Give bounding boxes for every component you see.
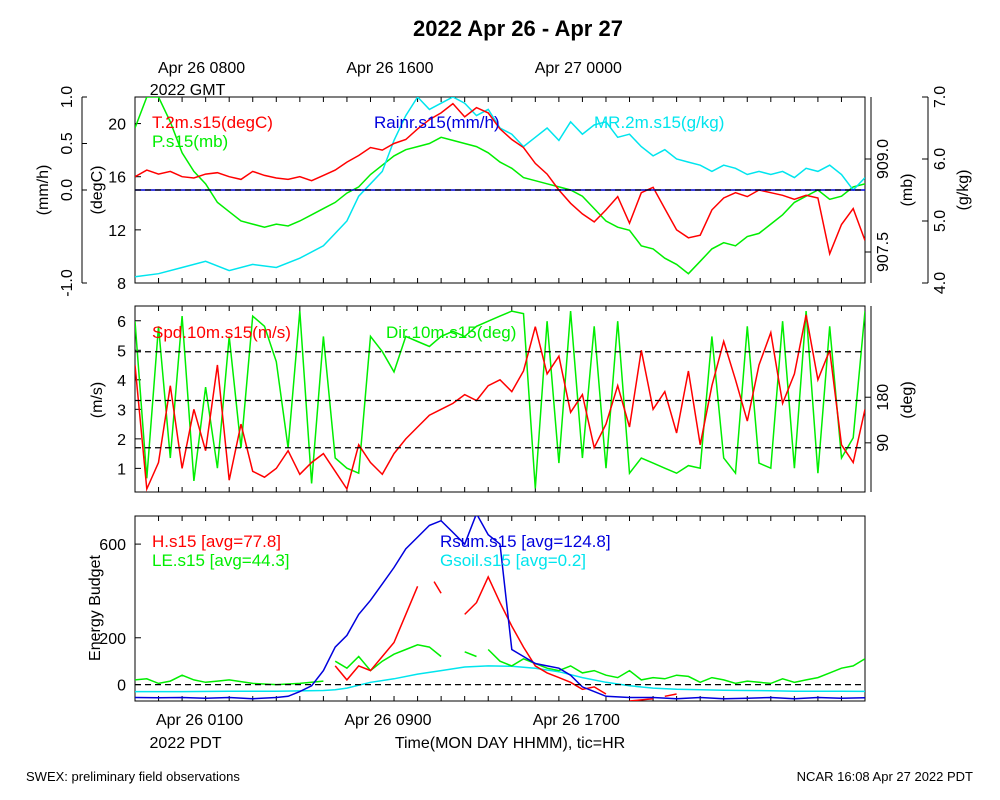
mr-tick-label: 6.0 [932, 148, 949, 170]
pressure-tick-label: 909.0 [875, 139, 892, 179]
rain-tick-label: 0.0 [59, 179, 76, 201]
temp-axis-label: (degC) [89, 166, 106, 215]
series-line-0 [135, 102, 865, 257]
legend-label: Gsoil.s15 [avg=0.2] [440, 551, 586, 570]
series-line-1 [135, 516, 865, 700]
mr-tick-label: 7.0 [932, 86, 949, 108]
temp-tick-label: 20 [108, 117, 126, 134]
chart-title: 2022 Apr 26 - Apr 27 [413, 16, 623, 41]
top-time-label: Apr 26 0800 [158, 60, 245, 77]
legend-label: Rsum.s15 [avg=124.8] [440, 532, 611, 551]
legend-label: LE.s15 [avg=44.3] [152, 551, 290, 570]
series-line-3 [135, 97, 865, 275]
energy-tick-label: 200 [99, 631, 126, 648]
mr-tick-label: 5.0 [932, 210, 949, 232]
legend-label: Rainr.s15(mm/h) [374, 113, 500, 132]
top-time-label-sub: 2022 GMT [150, 82, 226, 99]
series-line-3 [135, 665, 865, 693]
speed-tick-label: 3 [117, 402, 126, 419]
legend-label: H.s15 [avg=77.8] [152, 532, 281, 551]
x-axis-label: Time(MON DAY HHMM), tic=HR [395, 735, 625, 752]
wind-panel: 1 2 3 4 5 6 (m/s) 90 180 (deg) Spd.10m.s15(m/s) Dir… [89, 305, 916, 493]
series-line-2 [135, 644, 865, 686]
panel3-series [135, 516, 865, 701]
top-time-label: Apr 27 0000 [535, 60, 622, 77]
series-line-0 [135, 314, 865, 492]
meteorology-panel: -1.0 0.0 0.5 1.0 (mm/h) 8 12 16 20 (degC) 907.5 909… [35, 60, 972, 297]
pressure-tick-label: 907.5 [875, 232, 892, 272]
series-line-0 [334, 575, 677, 701]
panel2-series [135, 310, 865, 492]
panel3-frame [134, 515, 866, 702]
footer-right: NCAR 16:08 Apr 27 2022 PDT [797, 769, 973, 784]
energy-axis-label: Energy Budget [87, 555, 104, 661]
rain-tick-label: 1.0 [59, 86, 76, 108]
panel2-frame [134, 305, 866, 493]
legend-label: Spd.10m.s15(m/s) [152, 323, 291, 342]
rain-tick-label: -1.0 [59, 269, 76, 297]
mr-tick-label: 4.0 [932, 272, 949, 294]
direction-tick-label: 90 [875, 434, 892, 452]
rain-axis-label: (mm/h) [35, 165, 52, 216]
speed-axis-label: (m/s) [89, 382, 106, 418]
legend-label: MR.2m.s15(g/kg) [594, 113, 724, 132]
footer-left: SWEX: preliminary field observations [26, 769, 240, 784]
speed-tick-label: 2 [117, 432, 126, 449]
speed-tick-label: 5 [117, 343, 126, 360]
speed-tick-label: 1 [117, 461, 126, 478]
bottom-time-label: Apr 26 0900 [344, 712, 431, 729]
legend-label: P.s15(mb) [152, 132, 228, 151]
mr-axis-label: (g/kg) [955, 170, 972, 211]
bottom-time-label: Apr 26 1700 [533, 712, 620, 729]
series-line-2 [135, 97, 865, 278]
direction-tick-label: 180 [875, 384, 892, 411]
rain-tick-label: 0.5 [59, 132, 76, 154]
legend-label: T.2m.s15(degC) [152, 113, 273, 132]
top-time-label: Apr 26 1600 [346, 60, 433, 77]
direction-axis-label: (deg) [899, 381, 916, 418]
speed-tick-label: 4 [117, 373, 126, 390]
temp-tick-label: 8 [117, 276, 126, 293]
temp-tick-label: 12 [108, 223, 126, 240]
energy-tick-label: 0 [117, 678, 126, 695]
speed-tick-label: 6 [117, 314, 126, 331]
bottom-time-label: Apr 26 0100 [156, 712, 243, 729]
bottom-time-label-sub: 2022 PDT [150, 735, 222, 752]
energy-tick-label: 600 [99, 537, 126, 554]
temp-tick-label: 16 [108, 170, 126, 187]
series-line-1 [135, 310, 865, 489]
pressure-axis-label: (mb) [899, 174, 916, 207]
legend-label: Dir.10m.s15(deg) [386, 323, 516, 342]
